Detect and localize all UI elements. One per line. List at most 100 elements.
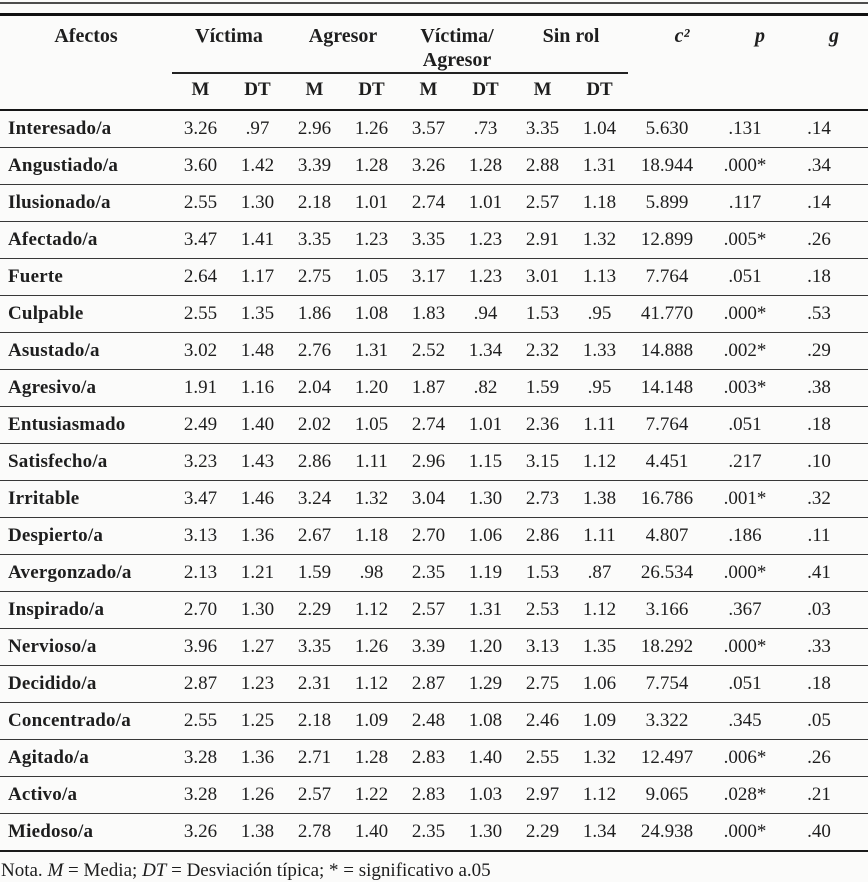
value-cell: 1.12 [582, 784, 617, 805]
value-cell: .003* [723, 377, 767, 398]
column-header-afectos: Afectos [54, 25, 118, 47]
value-cell: 1.23 [468, 266, 503, 287]
value-cell: 1.26 [354, 118, 389, 139]
value-cell: 3.01 [525, 266, 560, 287]
value-cell: .32 [807, 488, 831, 509]
footnote-prefix: Nota. [1, 860, 48, 881]
table-row: Fuerte 2.64 1.17 2.75 1.05 3.17 1.23 3.01 1.13 7.… [0, 258, 868, 296]
value-cell: .117 [728, 192, 762, 213]
value-cell: 2.83 [411, 747, 446, 768]
column-header-victima-agresor: Víctima/ Agresor [400, 14, 515, 74]
value-cell: .345 [728, 710, 762, 731]
value-cell: 1.11 [583, 414, 616, 435]
value-cell: .40 [807, 821, 831, 842]
value-cell: .34 [807, 155, 831, 176]
value-cell: .367 [728, 599, 762, 620]
subheader-dt-sin-rol: DT [586, 79, 613, 100]
affect-label: Culpable [8, 303, 84, 324]
value-cell: 2.70 [183, 599, 218, 620]
value-cell: 1.28 [354, 155, 389, 176]
value-cell: 2.55 [183, 303, 218, 324]
value-cell: 1.03 [468, 784, 503, 805]
affect-label: Miedoso/a [8, 821, 94, 842]
affect-label: Entusiasmado [8, 414, 126, 435]
value-cell: 14.888 [640, 340, 694, 361]
value-cell: 1.12 [582, 599, 617, 620]
value-cell: .186 [728, 525, 762, 546]
value-cell: 3.35 [411, 229, 446, 250]
value-cell: 2.52 [411, 340, 446, 361]
value-cell: .005* [723, 229, 767, 250]
value-cell: 3.04 [411, 488, 446, 509]
value-cell: 1.36 [240, 525, 275, 546]
value-cell: 1.35 [240, 303, 275, 324]
value-cell: 2.29 [297, 599, 332, 620]
column-header-agresor: Agresor [286, 14, 401, 74]
value-cell: 1.31 [582, 155, 617, 176]
value-cell: 26.534 [640, 562, 694, 583]
value-cell: 1.86 [297, 303, 332, 324]
value-cell: .26 [807, 747, 831, 768]
value-cell: 3.17 [411, 266, 446, 287]
footnote-dt-definition: = Desviación típica; * = significativo a… [166, 860, 491, 881]
value-cell: 7.754 [645, 673, 689, 694]
value-cell: 1.27 [240, 636, 275, 657]
value-cell: 1.11 [583, 525, 616, 546]
affect-label: Decidido/a [8, 673, 97, 694]
affect-label: Ilusionado/a [8, 192, 111, 213]
value-cell: 2.55 [183, 710, 218, 731]
value-cell: .29 [807, 340, 831, 361]
value-cell: 1.16 [240, 377, 275, 398]
value-cell: .82 [473, 377, 498, 398]
value-cell: 1.40 [240, 414, 275, 435]
table-header: Afectos Víctima Agresor Víctima/ Agresor… [0, 14, 868, 111]
value-cell: 1.30 [468, 821, 503, 842]
footnote-m-definition: = Media; [63, 860, 143, 881]
value-cell: 3.02 [183, 340, 218, 361]
value-cell: 1.22 [354, 784, 389, 805]
table-row: Culpable 2.55 1.35 1.86 1.08 1.83 .94 1.53 .95 41… [0, 295, 868, 333]
value-cell: 2.74 [411, 192, 446, 213]
value-cell: .000* [723, 562, 767, 583]
affect-label: Agitado/a [8, 747, 89, 768]
value-cell: 2.76 [297, 340, 332, 361]
value-cell: 1.25 [240, 710, 275, 731]
value-cell: .18 [807, 673, 831, 694]
value-cell: 3.15 [525, 451, 560, 472]
value-cell: 1.13 [582, 266, 617, 287]
value-cell: 1.30 [468, 488, 503, 509]
value-cell: 2.55 [525, 747, 560, 768]
value-cell: 4.807 [645, 525, 689, 546]
value-cell: 3.26 [411, 155, 446, 176]
value-cell: 1.19 [468, 562, 503, 583]
value-cell: 2.91 [525, 229, 560, 250]
table-row: Ilusionado/a 2.55 1.30 2.18 1.01 2.74 1.01 2.57… [0, 184, 868, 222]
column-header-victima: Víctima [172, 14, 287, 74]
value-cell: 1.23 [468, 229, 503, 250]
value-cell: 1.01 [468, 414, 503, 435]
footnote-term-dt: DT [142, 860, 167, 881]
value-cell: 1.20 [468, 636, 503, 657]
value-cell: 1.91 [183, 377, 218, 398]
value-cell: .38 [807, 377, 831, 398]
value-cell: .11 [807, 525, 831, 546]
subheader-dt-victima-agresor: DT [472, 79, 499, 100]
table-row: Angustiado/a 3.60 1.42 3.39 1.28 3.26 1.28 2.88… [0, 147, 868, 185]
value-cell: 41.770 [640, 303, 694, 324]
value-cell: 1.26 [354, 636, 389, 657]
value-cell: .95 [587, 303, 612, 324]
value-cell: 2.87 [183, 673, 218, 694]
value-cell: .95 [587, 377, 612, 398]
affects-statistics-table: Afectos Víctima Agresor Víctima/ Agresor… [0, 13, 868, 852]
table-row: Agitado/a 3.28 1.36 2.71 1.28 2.83 1.40 2.55 1.3… [0, 739, 868, 777]
value-cell: 16.786 [640, 488, 694, 509]
subheader-row: M DT M DT M DT M DT [0, 73, 868, 110]
subheader-dt-victima: DT [244, 79, 271, 100]
value-cell: 2.35 [411, 821, 446, 842]
table-row: Agresivo/a 1.91 1.16 2.04 1.20 1.87 .82 1.59 .95… [0, 369, 868, 407]
table-row: Irritable 3.47 1.46 3.24 1.32 3.04 1.30 2.73 1.3… [0, 480, 868, 518]
value-cell: 1.08 [354, 303, 389, 324]
table-row: Interesado/a 3.26 .97 2.96 1.26 3.57 .73 3.35 1.… [0, 110, 868, 148]
value-cell: 2.46 [525, 710, 560, 731]
value-cell: 3.57 [411, 118, 446, 139]
